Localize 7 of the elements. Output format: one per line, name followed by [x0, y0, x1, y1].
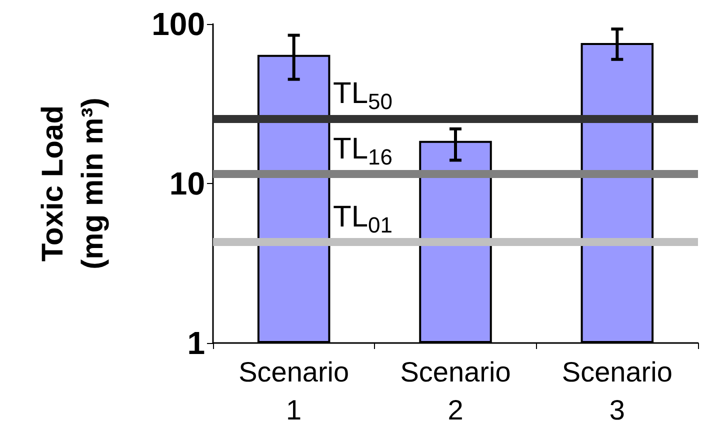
y-tick-label: 1	[187, 325, 205, 361]
x-tick-label: Scenario 1	[238, 356, 350, 426]
y-tick-label: 100	[152, 6, 205, 42]
x-tick-label: Scenario 2	[400, 356, 511, 426]
x-tick-label: Scenario 3	[562, 356, 672, 426]
y-tick-label: 10	[169, 166, 205, 202]
y-axis-title: Toxic Load (mg min m³)	[36, 98, 110, 270]
